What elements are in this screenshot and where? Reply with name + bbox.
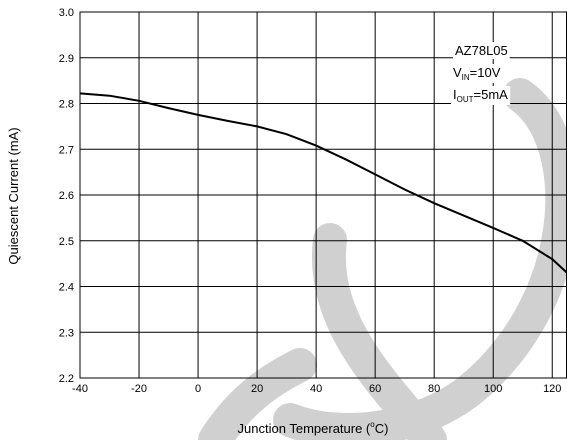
x-tick-label: 0	[195, 383, 201, 395]
x-tick-label: -20	[131, 383, 147, 395]
iout-value: =5mA	[474, 87, 509, 102]
x-tick-label: 120	[543, 383, 561, 395]
x-axis-label-prefix: Junction Temperature (	[238, 421, 371, 436]
x-tick-label: 40	[310, 383, 322, 395]
iout-label: IOUT=5mA	[453, 87, 508, 104]
y-tick-label: 3.0	[59, 7, 74, 19]
y-tick-label: 2.3	[59, 327, 74, 339]
x-tick-label: 20	[251, 383, 263, 395]
y-axis-ticks: 2.2 2.3 2.4 2.5 2.6 2.7 2.8 2.9 3.0	[59, 7, 74, 385]
annotation-background	[451, 64, 503, 83]
series-line-quiescent-current	[79, 92, 567, 274]
y-tick-label: 2.8	[59, 99, 74, 111]
x-tick-label: 80	[428, 383, 440, 395]
annotation-background	[451, 86, 511, 105]
vin-subscript: IN	[462, 73, 470, 82]
y-tick-label: 2.7	[59, 144, 74, 156]
watermark-shape	[198, 78, 567, 440]
device-label: AZ78L05	[455, 43, 508, 58]
y-tick-label: 2.4	[59, 282, 74, 294]
x-axis-label-degree: o	[370, 420, 375, 429]
vin-value: =10V	[470, 65, 501, 80]
y-tick-label: 2.6	[59, 190, 74, 202]
y-axis-label: Quiescent Current (mA)	[6, 127, 21, 264]
vin-symbol: V	[453, 65, 462, 80]
x-axis-ticks: -40 -20 0 20 40 60 80 100 120	[72, 383, 561, 395]
y-tick-label: 2.5	[59, 236, 74, 248]
y-tick-label: 2.2	[59, 373, 74, 385]
y-tick-label: 2.9	[59, 53, 74, 65]
x-axis-label-unit: C)	[375, 421, 389, 436]
x-tick-label: 100	[484, 383, 502, 395]
annotation-background	[453, 42, 510, 59]
iout-symbol: I	[453, 87, 457, 102]
x-tick-label: -40	[72, 383, 88, 395]
x-axis-label: Junction Temperature (oC)	[238, 420, 389, 436]
iout-subscript: OUT	[457, 95, 474, 104]
x-tick-label: 60	[369, 383, 381, 395]
conditions-annotation: AZ78L05 VIN=10V IOUT=5mA	[451, 42, 511, 105]
vin-label: VIN=10V	[453, 65, 501, 82]
